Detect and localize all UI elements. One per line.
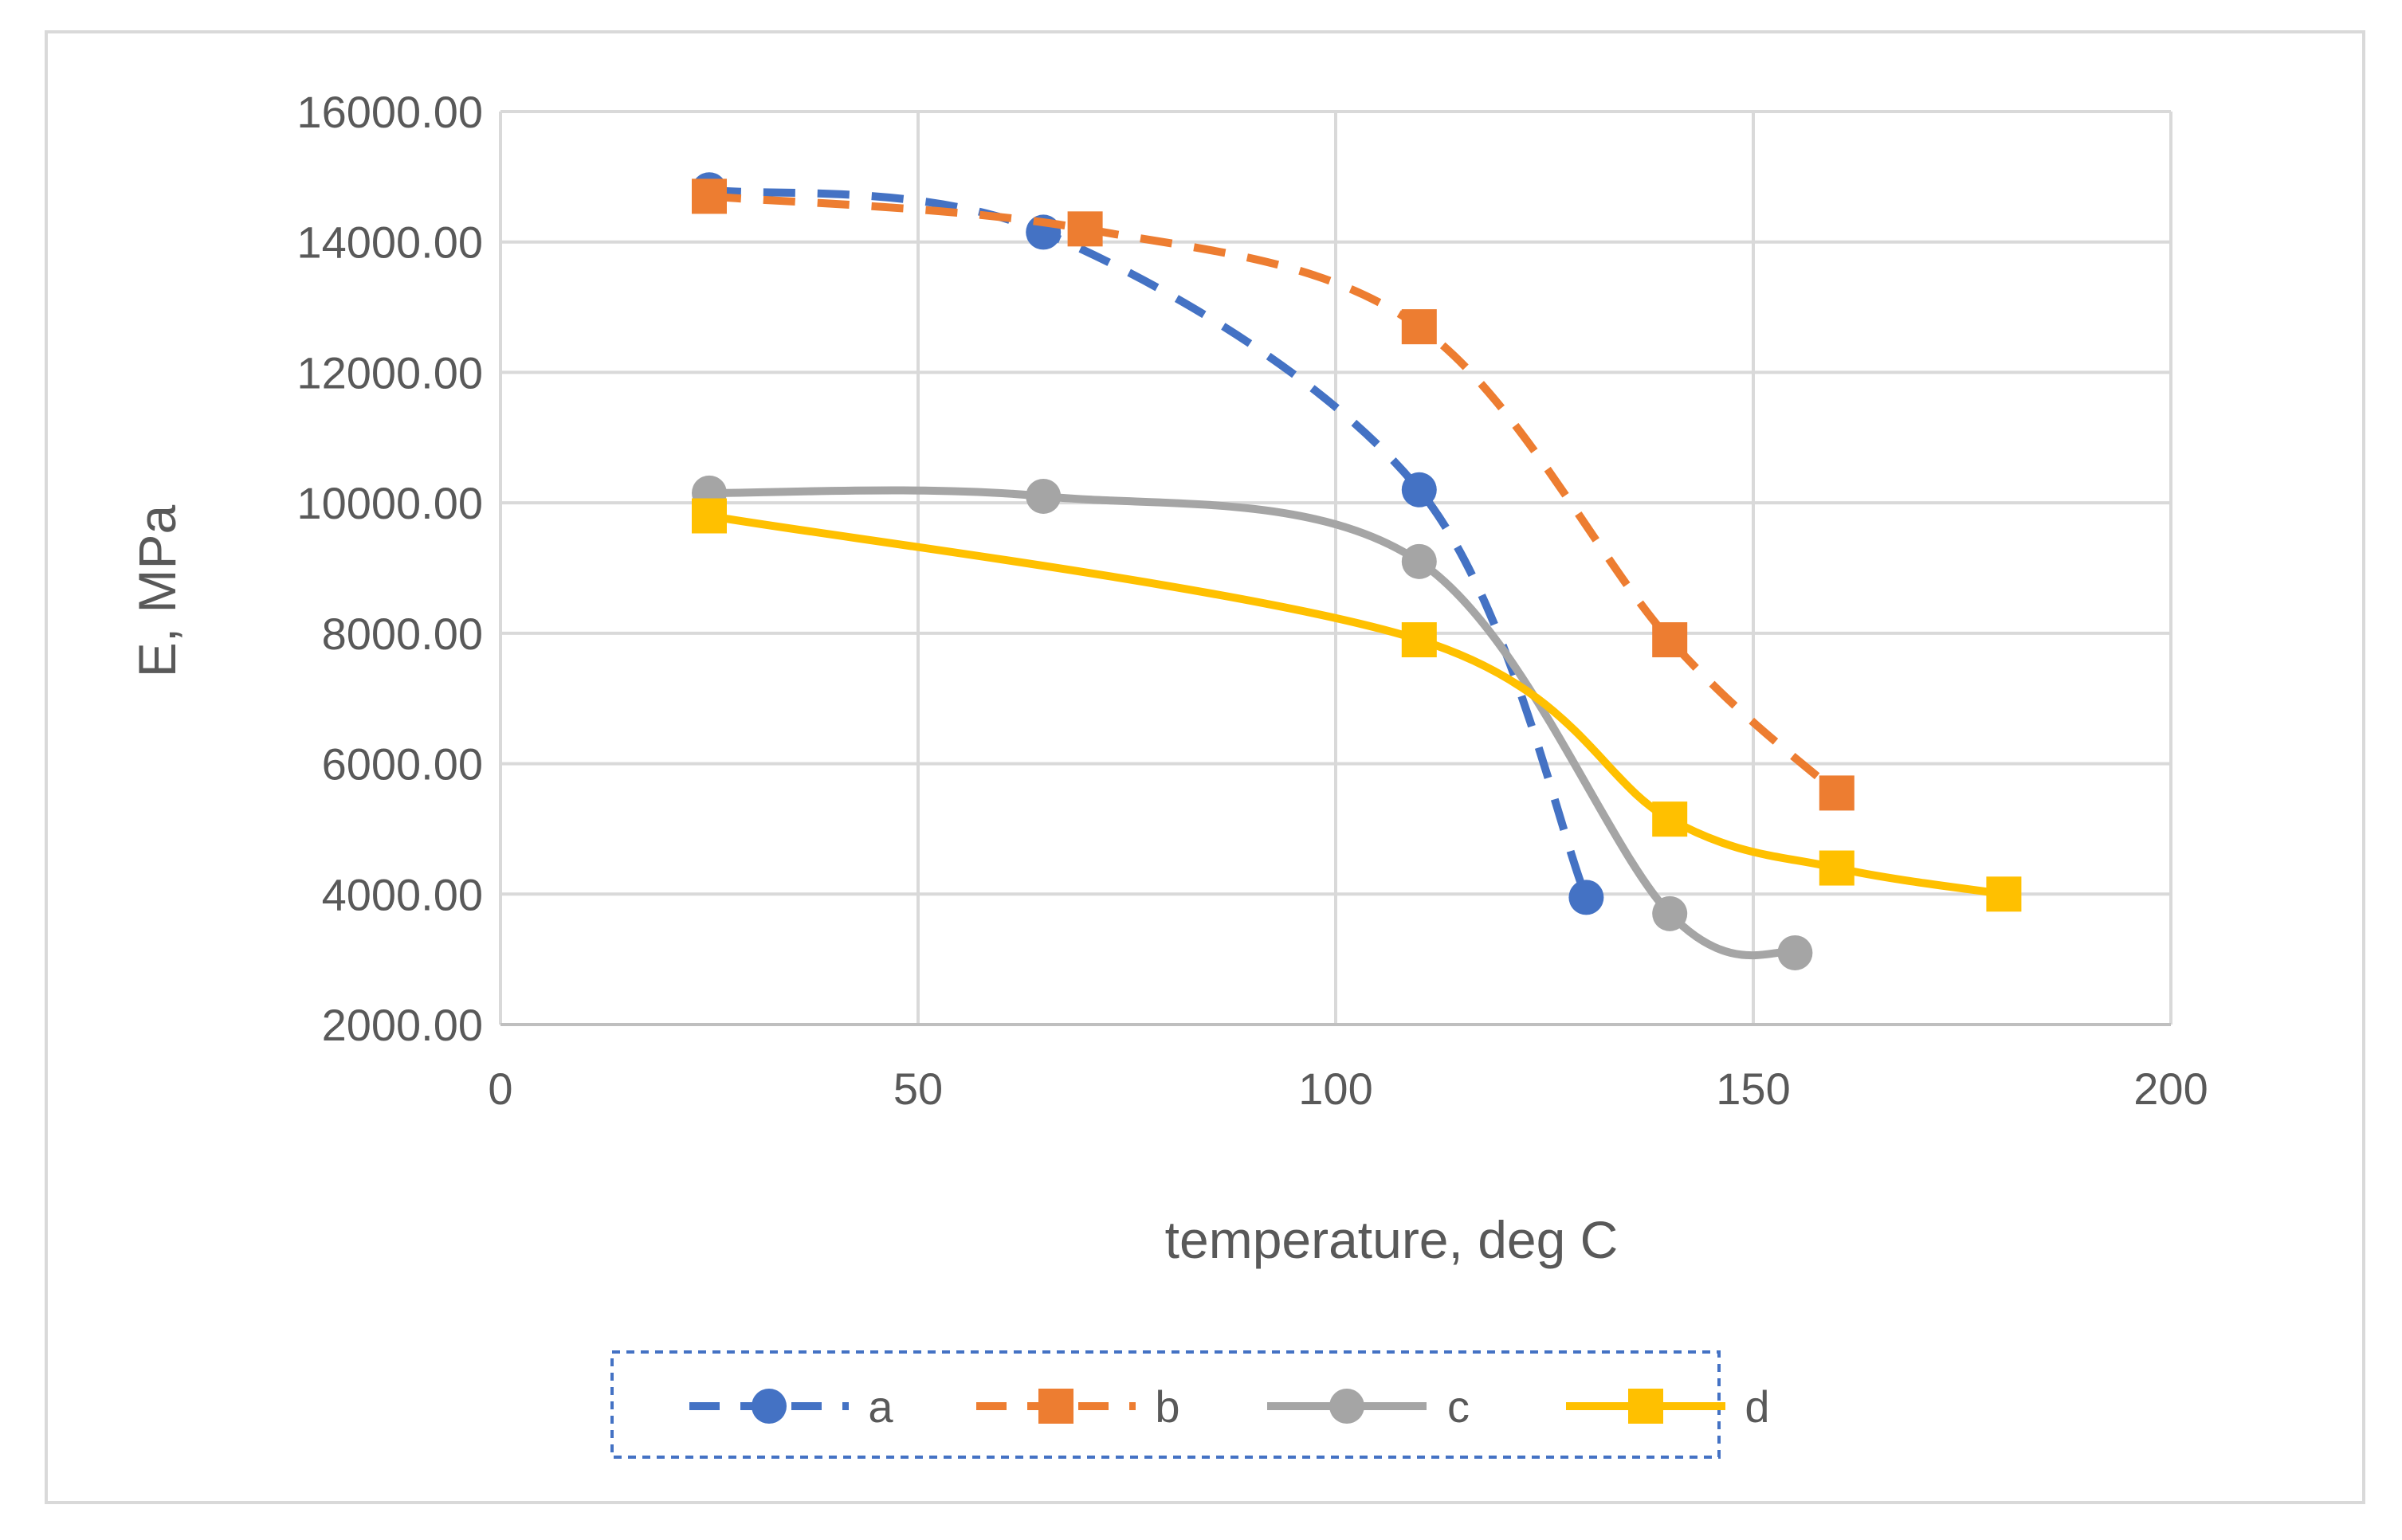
legend-label-a: a [868, 1381, 893, 1432]
data-point-b [1652, 622, 1688, 658]
data-point-d [692, 498, 727, 534]
data-point-b [1819, 775, 1854, 811]
y-tick-label: 16000.00 [296, 87, 483, 137]
data-point-d [1401, 622, 1437, 658]
series-line-b [708, 192, 1840, 797]
x-tick-label: 200 [2133, 1064, 2208, 1114]
y-tick-label: 12000.00 [296, 347, 483, 398]
data-point-a [1401, 472, 1437, 507]
legend-label-c: c [1447, 1381, 1470, 1432]
series-a [692, 172, 1604, 915]
data-point-c [1777, 935, 1813, 970]
y-tick-label: 10000.00 [296, 478, 483, 528]
legend-border [610, 1350, 1721, 1459]
data-point-c [1401, 543, 1437, 579]
data-point-b [692, 178, 727, 214]
x-tick-label: 50 [893, 1064, 943, 1114]
legend-label-b: b [1155, 1381, 1179, 1432]
series-line-c [708, 486, 1796, 960]
axes: 2000.00 4000.00 6000.00 8000.00 10000.00 1200… [296, 87, 2208, 1114]
series-line-d [708, 511, 2005, 899]
y-tick-label: 2000.00 [322, 1000, 483, 1050]
y-tick-label: 14000.00 [296, 217, 483, 268]
data-point-d [1652, 801, 1688, 837]
legend-marker-b [1038, 1389, 1073, 1424]
legend-marker-d [1628, 1389, 1663, 1424]
data-point-d [1819, 850, 1854, 886]
data-point-c [1652, 895, 1688, 931]
y-axis-title: E, MPa [128, 505, 186, 678]
x-tick-label: 0 [488, 1064, 512, 1114]
data-point-a [1568, 880, 1604, 915]
chart-area: 2000.00 4000.00 6000.00 8000.00 10000.00 1200… [45, 30, 2365, 1504]
legend-marker-c [1329, 1389, 1364, 1424]
data-point-b [1401, 309, 1437, 345]
data-point-c [1026, 478, 1062, 514]
series [692, 172, 2022, 970]
y-tick-label: 4000.00 [322, 869, 483, 919]
gridlines [499, 110, 2172, 1026]
line-chart: 2000.00 4000.00 6000.00 8000.00 10000.00 1200… [128, 87, 2208, 1459]
data-point-b [1067, 211, 1103, 247]
legend-marker-a [752, 1389, 787, 1424]
series-c [692, 475, 1813, 970]
series-line-a [708, 186, 1591, 899]
series-b [692, 178, 1854, 811]
y-tick-label: 6000.00 [322, 739, 483, 790]
y-tick-label: 8000.00 [322, 609, 483, 659]
data-point-d [1986, 876, 2022, 912]
x-tick-label: 150 [1716, 1064, 1790, 1114]
x-axis-title: temperature, deg C [1165, 1210, 1619, 1269]
legend: a b c d [610, 1350, 1770, 1459]
legend-label-d: d [1745, 1381, 1769, 1432]
x-tick-label: 100 [1298, 1064, 1372, 1114]
series-d [692, 498, 2022, 912]
